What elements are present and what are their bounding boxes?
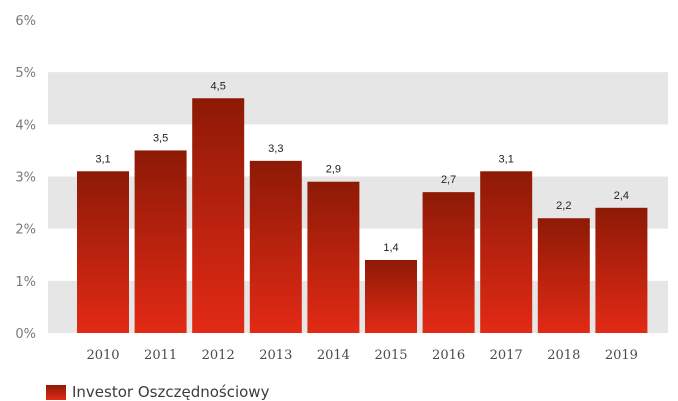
data-labels: 3,1 3,5 4,5 3,3 2,9 1,4 2,7 3,1 2,2 2,4 (95, 80, 629, 254)
y-tick-label: 3% (15, 171, 36, 186)
data-label-2012: 4,5 (211, 80, 226, 92)
legend-label: Investor Oszczędnościowy (72, 383, 270, 401)
bar-chart: 0% 1% 2% 3% 4% 5% 6% 3,1 3,5 4,5 3,3 2,9 1,4 2,7 3,1 2… (15, 14, 668, 363)
data-label-2015: 1,4 (383, 242, 398, 254)
data-label-2017: 3,1 (499, 153, 514, 165)
bar-series (77, 98, 648, 333)
grid-band (48, 72, 668, 125)
y-tick-label: 6% (15, 14, 36, 29)
x-tick-label: 2012 (202, 348, 235, 363)
y-tick-label: 2% (15, 223, 36, 238)
bar-2012 (192, 98, 245, 333)
bar-2016 (422, 192, 475, 333)
bar-2010 (77, 171, 129, 333)
x-tick-label: 2019 (605, 348, 638, 363)
x-tick-label: 2011 (144, 348, 177, 363)
data-label-2011: 3,5 (153, 132, 168, 144)
bar-2011 (134, 150, 187, 333)
data-label-2013: 3,3 (268, 143, 283, 155)
x-tick-label: 2018 (547, 348, 580, 363)
x-tick-label: 2015 (374, 348, 407, 363)
y-tick-label: 5% (15, 66, 36, 81)
x-tick-label: 2010 (86, 348, 119, 363)
bar-2017 (480, 171, 533, 333)
x-tick-label: 2016 (432, 348, 465, 363)
data-label-2019: 2,4 (614, 190, 629, 202)
bar-2015 (365, 259, 417, 333)
y-axis: 0% 1% 2% 3% 4% 5% 6% (15, 14, 36, 342)
x-tick-label: 2013 (259, 348, 292, 363)
data-label-2018: 2,2 (556, 200, 571, 212)
y-tick-label: 1% (15, 275, 36, 290)
bar-2013 (249, 160, 302, 333)
data-label-2016: 2,7 (441, 174, 456, 186)
y-tick-label: 4% (15, 118, 36, 133)
bar-2014 (307, 181, 360, 333)
legend-swatch (46, 384, 66, 400)
data-label-2014: 2,9 (326, 164, 341, 176)
x-axis: 2010 2011 2012 2013 2014 2015 2016 2017 2018 2019 (86, 348, 637, 363)
x-tick-label: 2014 (317, 348, 350, 363)
bar-2019 (595, 207, 648, 333)
x-tick-label: 2017 (490, 348, 523, 363)
data-label-2010: 3,1 (95, 153, 110, 165)
y-tick-label: 0% (15, 327, 36, 342)
bar-2018 (537, 218, 590, 333)
legend: Investor Oszczędnościowy (46, 383, 269, 401)
